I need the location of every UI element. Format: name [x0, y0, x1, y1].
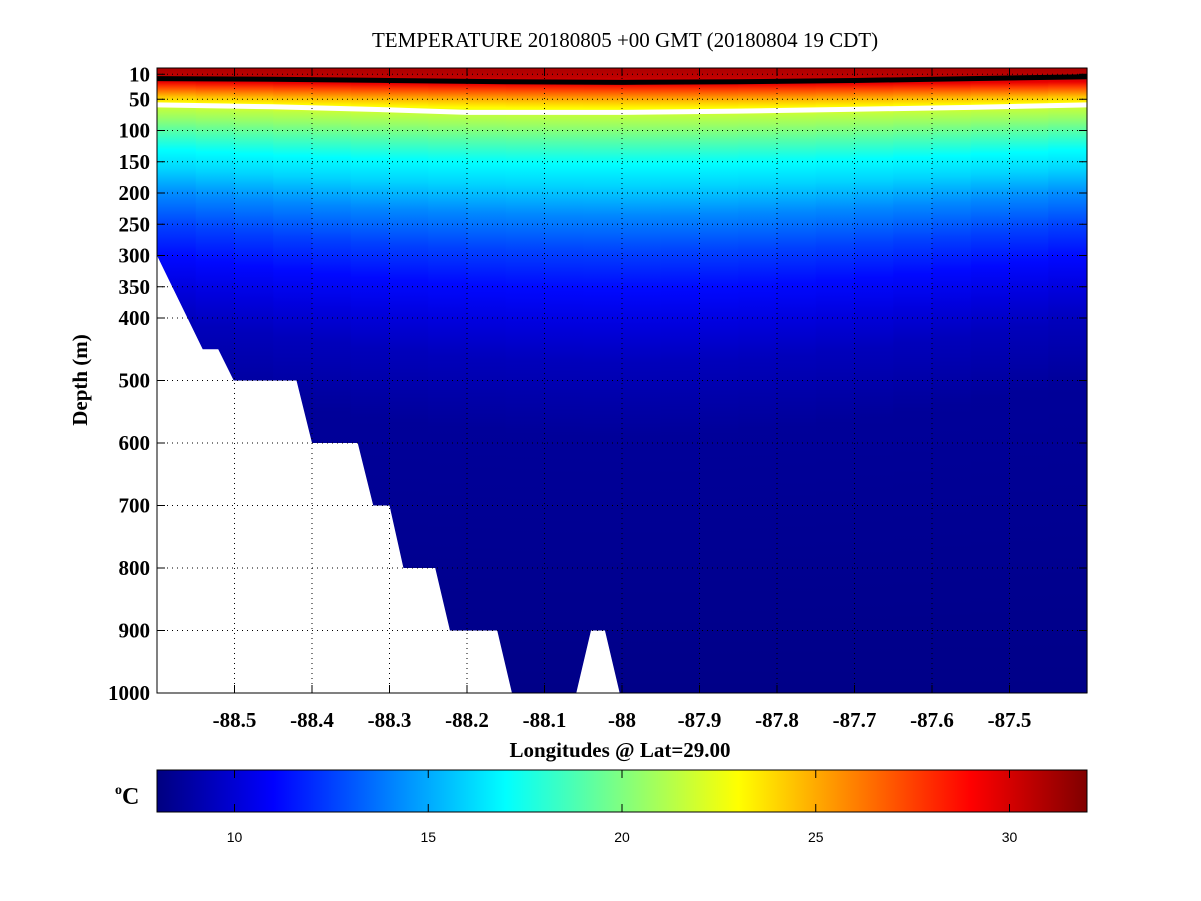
y-tick-label: 100	[119, 119, 151, 143]
x-tick-label: -87.6	[910, 708, 954, 732]
y-tick-label: 200	[119, 181, 151, 205]
temperature-column	[932, 68, 972, 693]
y-tick-label: 500	[119, 369, 151, 393]
temperature-column	[505, 68, 546, 693]
temperature-column	[777, 68, 817, 693]
seafloor-mask	[157, 255, 620, 693]
y-tick-label: 400	[119, 306, 151, 330]
x-tick-label: -88	[608, 708, 636, 732]
colorbar: 10 15 20 25 30	[156, 769, 1088, 845]
y-tick-label: 350	[119, 275, 151, 299]
colorbar-label: oC	[115, 783, 139, 810]
colorbar-label-degree: o	[115, 783, 122, 798]
x-tick-label: -87.9	[678, 708, 722, 732]
y-tick-label: 300	[119, 244, 151, 268]
y-tick-label: 900	[119, 619, 151, 643]
seamount-polygon	[576, 630, 620, 693]
x-tick-label: -87.8	[755, 708, 799, 732]
x-tick-label: -88.1	[523, 708, 567, 732]
y-tick-label: 10	[129, 62, 150, 86]
temperature-column	[815, 68, 856, 693]
x-tick-label: -87.5	[988, 708, 1032, 732]
colorbar-tick-label: 15	[420, 829, 436, 845]
temperature-column	[467, 68, 507, 693]
temperature-column	[970, 68, 1011, 693]
y-tick-label: 50	[129, 87, 150, 111]
colorbar-tick-label: 20	[614, 829, 630, 845]
y-tick-label: 600	[119, 431, 151, 455]
colorbar-tick-label: 30	[1002, 829, 1018, 845]
colorbar-tick-label: 25	[808, 829, 824, 845]
x-tick-label: -88.4	[290, 708, 334, 732]
x-ticks: -88.5 -88.4 -88.3 -88.2 -88.1 -88 -87.9 -87.8 -8…	[213, 68, 1032, 732]
y-tick-label: 800	[119, 556, 151, 580]
temperature-column	[622, 68, 662, 693]
x-tick-label: -87.7	[833, 708, 877, 732]
y-tick-label: 150	[119, 150, 151, 174]
chart-title: TEMPERATURE 20180805 +00 GMT (20180804 1…	[372, 28, 878, 52]
seafloor-polygon	[157, 255, 512, 693]
colorbar-label-unit: C	[122, 784, 139, 810]
y-tick-label: 700	[119, 494, 151, 518]
y-axis-label: Depth (m)	[68, 334, 92, 426]
upper-contour	[156, 74, 1088, 85]
colorbar-tick-label: 10	[227, 829, 243, 845]
x-tick-label: -88.3	[368, 708, 412, 732]
x-tick-label: -88.5	[213, 708, 257, 732]
y-tick-label: 250	[119, 212, 151, 236]
temperature-column	[660, 68, 701, 693]
y-tick-label: 1000	[108, 681, 150, 705]
x-axis-label: Longitudes @ Lat=29.00	[509, 738, 730, 762]
x-tick-label: -88.2	[445, 708, 489, 732]
